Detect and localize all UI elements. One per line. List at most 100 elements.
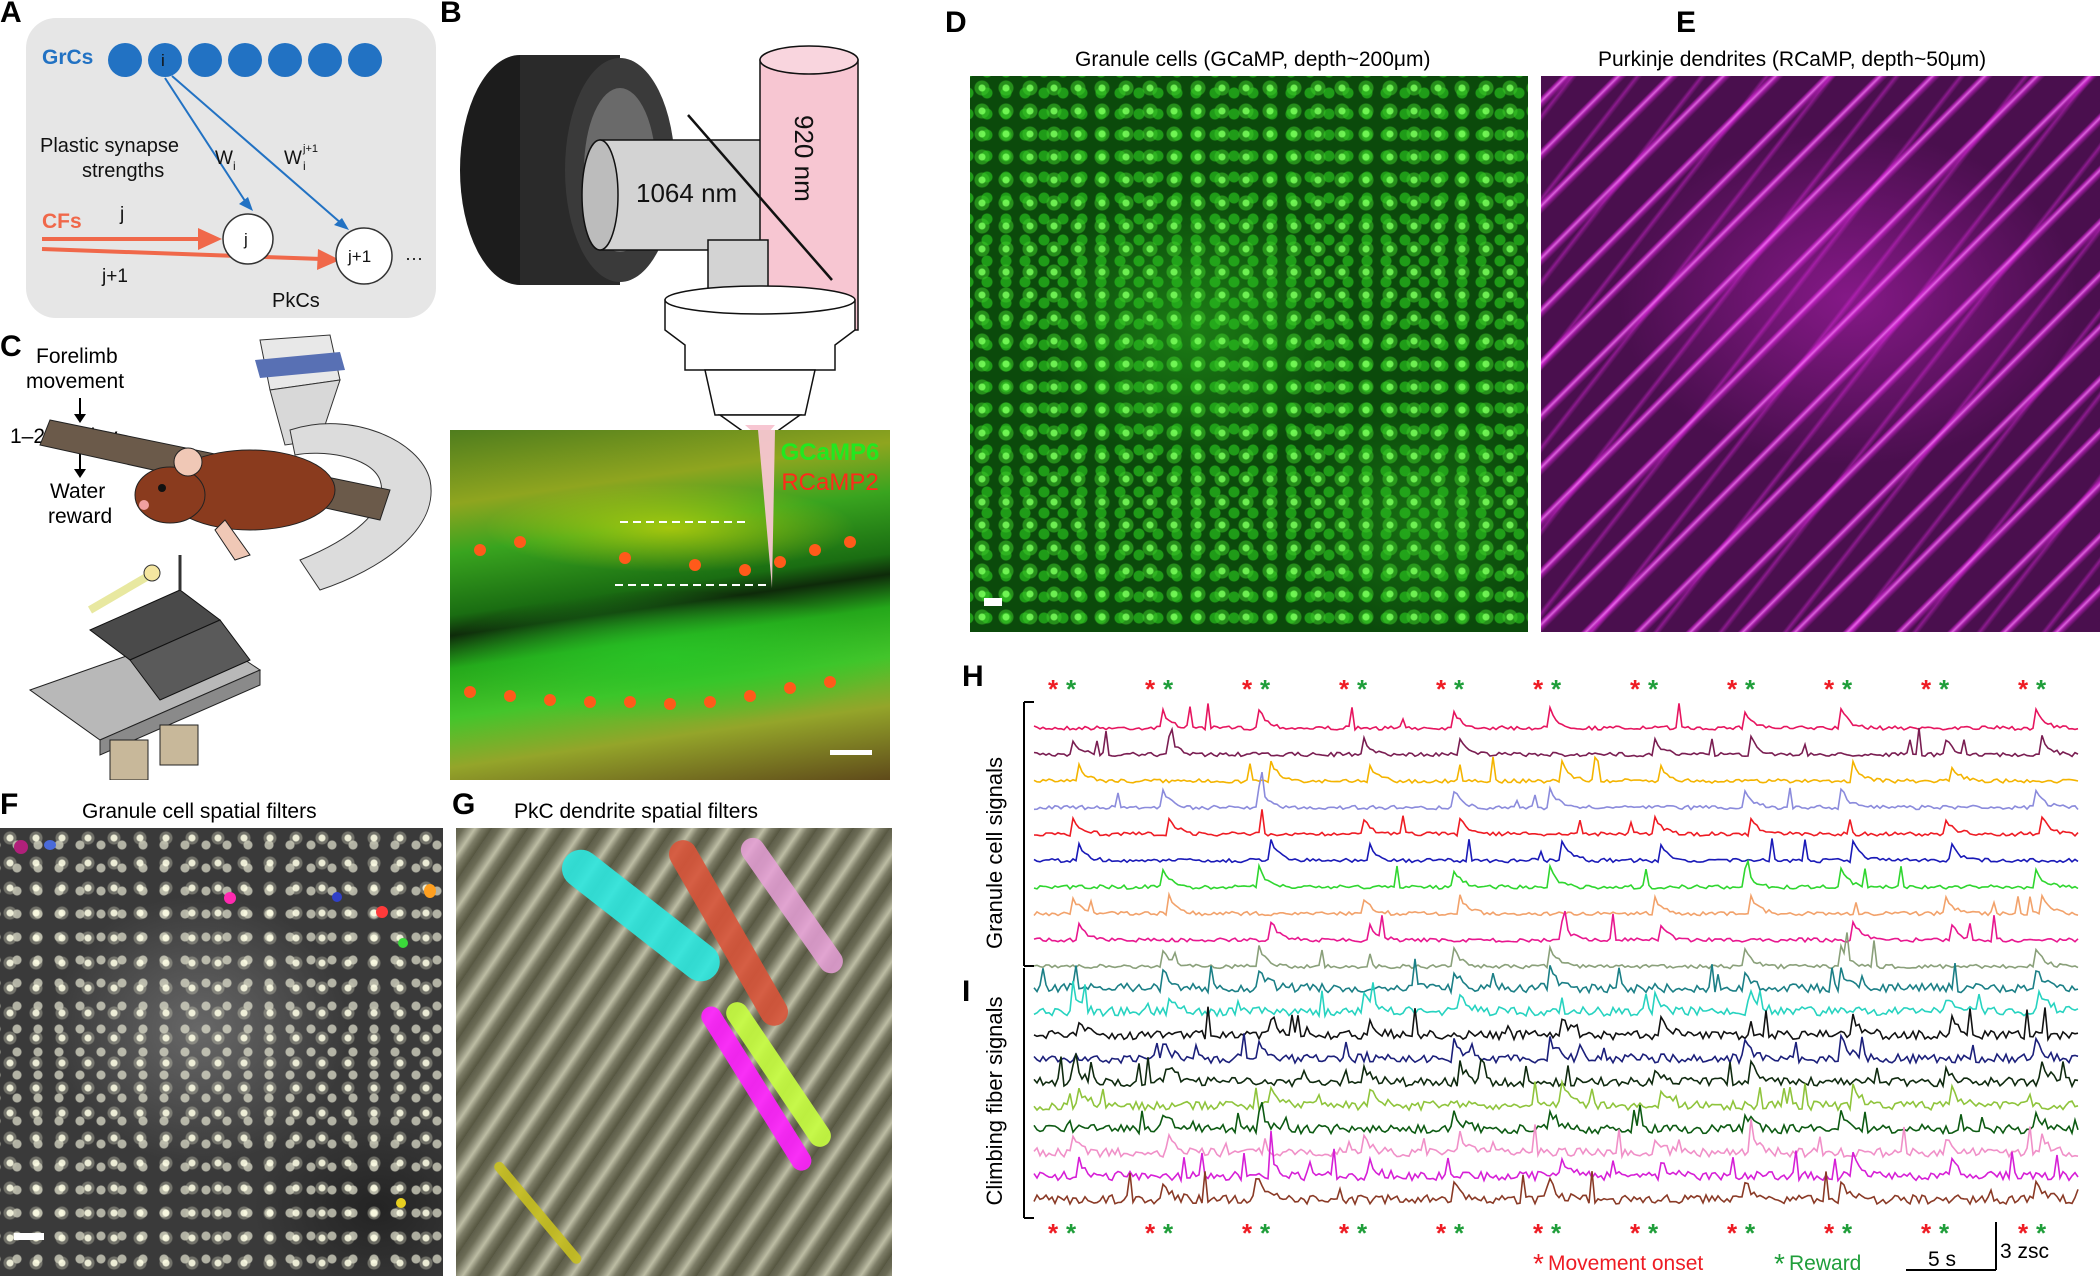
purkinje-cell-j1 <box>335 227 393 285</box>
reward-star-top-8: * <box>1745 674 1756 704</box>
climbing-trace-5 <box>1033 1053 2079 1089</box>
dendrite-filter-yellow <box>492 1159 584 1266</box>
movement-star-bottom-10: * <box>1921 1218 1932 1246</box>
weight-i1-sub: i <box>303 159 306 173</box>
reward-star-bottom-1: * <box>1066 1218 1077 1246</box>
reward-star-top-4: * <box>1357 674 1368 704</box>
panel-letter-g: G <box>452 788 476 821</box>
filter-spot-yellow <box>396 1198 406 1208</box>
panel-g-title: PkC dendrite spatial filters <box>514 800 758 823</box>
synapse-arrowhead-j <box>239 197 253 211</box>
filter-spot-blue <box>44 840 56 850</box>
granule-trace-4 <box>1033 771 2079 811</box>
movement-star-bottom-9: * <box>1824 1218 1835 1246</box>
step-movement: movement <box>26 370 125 393</box>
movement-star-top-1: * <box>1048 674 1059 704</box>
cerebellar-slice-image <box>450 430 890 780</box>
granule-trace-6 <box>1033 838 2079 864</box>
panel-letter-h: H <box>962 660 984 693</box>
reward-star-top-7: * <box>1648 674 1659 704</box>
climbing-trace-6 <box>1033 1078 2079 1113</box>
movement-star-top-7: * <box>1630 674 1641 704</box>
panel-a-circuit-diagram: GrCs i Plastic synapse strengths W i W j… <box>26 18 436 318</box>
granule-trace-1 <box>1033 703 2079 732</box>
climbing-trace-3 <box>1033 1006 2079 1043</box>
movement-star-top-5: * <box>1436 674 1447 704</box>
objective-lens <box>664 285 856 440</box>
climbing-trace-1 <box>1033 958 2079 996</box>
dichroic-mirror <box>687 114 833 281</box>
granule-trace-5 <box>1033 809 2079 838</box>
legend-movement-star: * <box>1533 1248 1544 1279</box>
filter-spot-magenta <box>14 840 28 854</box>
synapse-line-j <box>164 77 248 205</box>
climbing-trace-9 <box>1033 1130 2079 1184</box>
granule-trace-8 <box>1033 891 2079 917</box>
granule-trace-2 <box>1033 726 2079 758</box>
purkinje-soma-row-lower <box>464 676 836 710</box>
movement-star-bottom-4: * <box>1339 1218 1350 1246</box>
mouse-icon <box>134 447 336 561</box>
weight-i-label: W <box>215 148 233 169</box>
movement-star-top-9: * <box>1824 674 1835 704</box>
granule-cell-image <box>970 76 1528 632</box>
reward-star-bottom-10: * <box>1939 1218 1950 1246</box>
synapse-arrowhead-j1 <box>334 218 349 230</box>
panel-letter-d: D <box>945 6 967 39</box>
cf-j-label: j <box>119 204 124 225</box>
cf-arrowhead-j1 <box>317 249 340 270</box>
reward-star-top-6: * <box>1551 674 1562 704</box>
granule-trace-7 <box>1033 858 2079 891</box>
reward-star-bottom-3: * <box>1260 1218 1271 1246</box>
slice-overlay: GCaMP6 RCaMP2 <box>464 430 880 755</box>
pkc-dendrite-filters-image <box>456 828 892 1276</box>
granule-trace-3 <box>1033 755 2079 785</box>
objective-beam-tip <box>758 430 775 588</box>
head-plate-holder <box>289 423 432 591</box>
granule-scale-bar <box>984 598 1002 606</box>
pkc-j1-label: j+1 <box>347 247 371 266</box>
reward-star-top-5: * <box>1454 674 1465 704</box>
panel-letter-c: C <box>0 330 22 363</box>
reward-star-bottom-2: * <box>1163 1218 1174 1246</box>
trace-scale-bar <box>1906 1222 1997 1271</box>
spatial-filter-scale-bar <box>14 1233 44 1240</box>
reward-star-top-1: * <box>1066 674 1077 704</box>
step-reward: reward <box>48 505 113 528</box>
granule-cell-row <box>108 43 382 77</box>
step-water: Water <box>50 480 106 503</box>
movement-star-bottom-1: * <box>1048 1218 1059 1246</box>
panel-d-title: Granule cells (GCaMP, depth~200μm) <box>1075 48 1431 71</box>
legend-reward-label: Reward <box>1789 1252 1862 1275</box>
climbing-trace-10 <box>1033 1171 2079 1207</box>
movement-star-top-10: * <box>1921 674 1932 704</box>
beam-920 <box>759 59 859 331</box>
reward-star-bottom-8: * <box>1745 1218 1756 1246</box>
weight-i-sub: i <box>233 159 236 173</box>
movement-star-top-2: * <box>1145 674 1156 704</box>
panel-letter-a: A <box>0 0 22 29</box>
filter-spot-red <box>376 906 388 918</box>
panel-letter-f: F <box>0 788 19 821</box>
filter-spot-pink <box>224 892 236 904</box>
reward-star-top-10: * <box>1939 674 1950 704</box>
reward-star-top-2: * <box>1163 674 1174 704</box>
synapse-line-j1 <box>171 75 343 225</box>
climbing-trace-4 <box>1033 1033 2079 1066</box>
panel-a-background <box>26 18 436 318</box>
panel-letter-b: B <box>440 0 462 29</box>
water-spout <box>87 571 153 614</box>
pkc-ellipsis: ··· <box>405 248 423 268</box>
reward-star-bottom-4: * <box>1357 1218 1368 1246</box>
mouse-behavior-rig <box>28 334 432 780</box>
signal-traces: * ** ** ** ** ** ** ** ** ** ** ** ** ** ** ** ** ** ** ** *… <box>1023 674 2079 1246</box>
filter-spot-orange <box>424 884 436 898</box>
reward-star-top-11: * <box>2036 674 2047 704</box>
legend-movement-label: Movement onset <box>1548 1252 1704 1275</box>
gcamp-label: GCaMP6 <box>781 439 880 466</box>
granule-spatial-filters-image <box>0 828 443 1276</box>
movement-star-bottom-2: * <box>1145 1218 1156 1246</box>
pkc-j-label: j <box>243 230 248 249</box>
pkcs-label: PkCs <box>272 290 320 312</box>
grcs-label: GrCs <box>42 46 93 69</box>
